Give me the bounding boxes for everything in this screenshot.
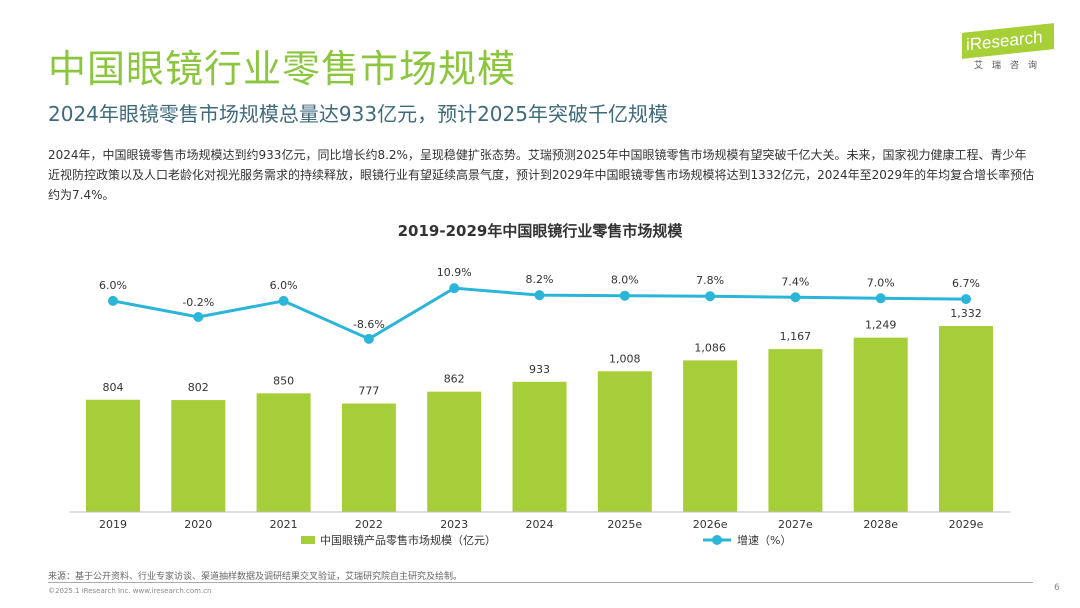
page-subtitle: 2024年眼镜零售市场规模总量达933亿元，预计2025年突破千亿规模 xyxy=(48,102,668,126)
bar-label-2026e: 1,086 xyxy=(694,341,726,354)
growth-point-2022 xyxy=(363,333,374,344)
bar-label-2023: 862 xyxy=(444,373,465,386)
iresearch-logo: iResearch 艾瑞咨询 xyxy=(962,23,1054,74)
logo-cn: 艾瑞咨询 xyxy=(974,61,1047,71)
source-note: 来源：基于公开资料、行业专家访谈、渠道抽样数据及调研结果交叉验证，艾瑞研究院自主… xyxy=(48,572,463,582)
bar-label-2024: 933 xyxy=(529,363,550,376)
legend-bar-swatch xyxy=(301,536,315,544)
growth-label-2028e: 7.0% xyxy=(867,276,895,289)
growth-point-2019 xyxy=(108,295,118,306)
chart-title: 2019-2029年中国眼镜行业零售市场规模 xyxy=(398,222,684,240)
growth-label-2020: -0.2% xyxy=(182,296,214,309)
growth-point-2024 xyxy=(534,290,545,301)
page-title: 中国眼镜行业零售市场规模 xyxy=(48,47,517,91)
legend: 中国眼镜产品零售市场规模（亿元） 增速（%） xyxy=(301,533,791,547)
bar-2020 xyxy=(171,400,226,512)
footer-divider xyxy=(48,582,1033,583)
bar-label-2028e: 1,249 xyxy=(865,319,897,332)
x-tick-2026e: 2026e xyxy=(693,518,728,531)
x-tick-2021: 2021 xyxy=(270,518,298,531)
bar-2029e xyxy=(939,326,993,512)
growth-label-2026e: 7.8% xyxy=(696,274,724,287)
legend-line-marker xyxy=(712,535,722,545)
growth-point-2025e xyxy=(619,290,630,301)
bar-2028e xyxy=(853,337,908,512)
bar-label-2027e: 1,167 xyxy=(780,330,812,343)
x-tick-2019: 2019 xyxy=(99,518,127,531)
bar-2026e xyxy=(683,360,738,512)
bar-label-2019: 804 xyxy=(103,381,124,394)
growth-point-2028e xyxy=(875,293,886,304)
x-tick-2027e: 2027e xyxy=(778,518,813,531)
x-tick-2025e: 2025e xyxy=(607,518,642,531)
bar-2019 xyxy=(86,399,140,512)
bar-2024 xyxy=(512,381,567,512)
x-tick-2022: 2022 xyxy=(355,518,383,531)
bar-label-2025e: 1,008 xyxy=(609,352,641,365)
growth-point-2026e xyxy=(705,291,716,302)
growth-point-2020 xyxy=(193,312,204,323)
growth-point-2027e xyxy=(790,292,801,303)
bar-2023 xyxy=(427,391,482,512)
x-tick-2028e: 2028e xyxy=(863,518,898,531)
growth-label-2029e: 6.7% xyxy=(952,277,980,290)
bar-2022 xyxy=(341,403,396,512)
growth-point-2023 xyxy=(449,283,460,294)
growth-label-2024: 8.2% xyxy=(526,273,554,286)
growth-label-2023: 10.9% xyxy=(437,266,472,279)
x-tick-2020: 2020 xyxy=(184,518,212,531)
growth-label-2025e: 8.0% xyxy=(611,274,639,287)
growth-point-2021 xyxy=(278,295,289,306)
growth-label-2019: 6.0% xyxy=(99,279,127,292)
bar-2027e xyxy=(768,349,823,512)
x-tick-2024: 2024 xyxy=(526,518,554,531)
bar-label-2029e: 1,332 xyxy=(950,307,982,320)
growth-label-2022: -8.6% xyxy=(353,318,385,331)
growth-label-2027e: 7.4% xyxy=(781,275,809,288)
bar-label-2022: 777 xyxy=(358,385,379,398)
copyright: ©2025.1 iResearch Inc. www.iresearch.com… xyxy=(48,587,212,595)
description: 2024年，中国眼镜零售市场规模达到约933亿元，同比增长约8.2%，呈现稳健扩… xyxy=(48,148,1035,202)
x-tick-2029e: 2029e xyxy=(949,518,984,531)
bar-label-2020: 802 xyxy=(188,381,209,394)
x-tick-2023: 2023 xyxy=(440,518,468,531)
page-number: 6 xyxy=(1054,583,1060,593)
legend-bar-label: 中国眼镜产品零售市场规模（亿元） xyxy=(320,533,496,547)
bar-2021 xyxy=(256,393,311,512)
growth-point-2029e xyxy=(961,294,971,305)
growth-label-2021: 6.0% xyxy=(270,279,298,292)
bar-label-2021: 850 xyxy=(273,374,294,387)
bar-2025e xyxy=(597,371,652,512)
legend-line-label: 增速（%） xyxy=(737,533,791,547)
